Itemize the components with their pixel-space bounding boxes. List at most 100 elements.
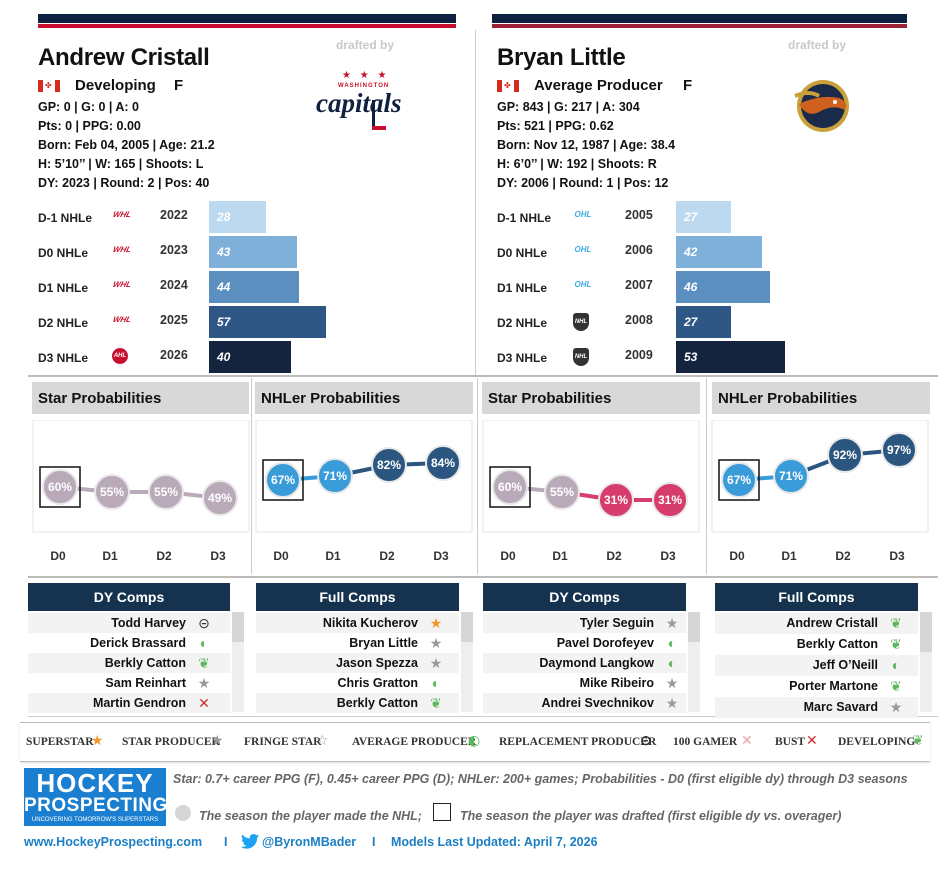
canada-flag-icon: ✤ <box>497 80 519 92</box>
team-logo: ★ ★ ★ WASHINGTON capitals <box>316 70 426 136</box>
probability-label: 67% <box>727 473 751 487</box>
comp-outcome-icon: ❦ <box>890 636 902 652</box>
comp-row[interactable] <box>256 673 459 693</box>
drafted-season-box <box>39 466 81 508</box>
comp-row[interactable] <box>715 655 918 676</box>
logo-line2: PROSPECTING <box>24 795 168 816</box>
comp-row[interactable] <box>715 613 918 634</box>
legend-item-label: REPLACEMENT PRODUCER <box>499 736 657 748</box>
comp-player-name: Todd Harvey <box>111 616 186 630</box>
comps-scrollbar-thumb[interactable] <box>461 612 473 642</box>
comp-row[interactable] <box>256 693 459 713</box>
nhle-year: 2006 <box>625 243 653 257</box>
probability-label: 55% <box>154 485 178 499</box>
header-stripe <box>492 14 907 28</box>
comp-row[interactable] <box>715 676 918 697</box>
probability-point <box>773 458 809 494</box>
nhle-bar: 28 <box>209 201 267 233</box>
comp-row[interactable] <box>483 693 686 713</box>
comp-row[interactable] <box>256 633 459 653</box>
probability-label: 31% <box>604 493 628 507</box>
nhle-row-label: D0 NHLe <box>497 246 548 260</box>
comp-row[interactable] <box>715 634 918 655</box>
stat-line: H: 6’0’’ | W: 192 | Shoots: R <box>497 157 657 171</box>
comp-row[interactable] <box>28 613 230 633</box>
x-axis-label: D2 <box>835 549 851 563</box>
whl-league-icon: WHL <box>111 280 133 289</box>
probability-label: 60% <box>48 480 72 494</box>
legend-item-icon: ☆ <box>316 733 329 749</box>
probability-point <box>721 462 757 498</box>
full-comps-header: Full Comps <box>256 583 459 611</box>
comp-row[interactable] <box>28 653 230 673</box>
x-axis-label: D1 <box>325 549 341 563</box>
comps-scrollbar-thumb[interactable] <box>920 612 932 652</box>
comp-row[interactable] <box>28 633 230 653</box>
probability-point <box>42 469 78 505</box>
comp-row[interactable] <box>28 673 230 693</box>
probability-label: 97% <box>887 443 911 457</box>
probability-point <box>827 437 863 473</box>
nhle-year: 2025 <box>160 313 188 327</box>
comp-row[interactable] <box>715 697 918 718</box>
probability-label: 49% <box>208 491 232 505</box>
comp-player-name: Mike Ribeiro <box>579 676 654 690</box>
nhle-row-label: D3 NHLe <box>38 351 89 365</box>
comp-row[interactable] <box>256 613 459 633</box>
comp-row[interactable] <box>256 653 459 673</box>
probability-point <box>202 480 238 516</box>
comp-outcome-icon: ⊝ <box>198 615 210 631</box>
footer-separator: I <box>372 835 376 849</box>
legend-item-icon: ❦ <box>912 733 924 749</box>
nhle-bar: 27 <box>676 306 732 338</box>
legend-item-label: STAR PRODUCER <box>122 736 220 748</box>
nhle-bar-value: 42 <box>684 245 698 259</box>
ahl-league-icon: AHL <box>112 348 128 364</box>
probability-point <box>544 474 580 510</box>
nhle-bar: 43 <box>209 236 298 268</box>
vertical-divider <box>706 378 707 574</box>
nhler-probabilities-title: NHLer Probabilities <box>712 382 930 414</box>
vertical-divider <box>477 378 478 574</box>
probability-point <box>652 482 688 518</box>
x-axis-label: D2 <box>379 549 395 563</box>
comp-row[interactable] <box>483 633 686 653</box>
probability-point <box>265 462 301 498</box>
nhle-bar: 57 <box>209 306 326 338</box>
comp-outcome-icon: ◐ <box>431 675 441 691</box>
comp-player-name: Derick Brassard <box>90 636 186 650</box>
player-name: Bryan Little <box>497 44 626 71</box>
comp-row[interactable] <box>483 673 686 693</box>
nhle-year: 2005 <box>625 208 653 222</box>
probability-label: 55% <box>550 485 574 499</box>
nhle-bar-value: 57 <box>217 315 231 329</box>
comp-player-name: Pavel Dorofeyev <box>556 636 654 650</box>
drafted-by-label: drafted by <box>336 38 395 52</box>
hockey-prospecting-logo[interactable]: HOCKEY PROSPECTING UNCOVERING TOMORROW'S… <box>24 768 168 826</box>
player-type: Average Producer <box>534 77 663 94</box>
nhl-season-marker-icon <box>175 805 191 821</box>
comps-scrollbar-thumb[interactable] <box>232 612 244 642</box>
comp-outcome-icon: ★ <box>429 655 443 671</box>
x-axis-label: D3 <box>210 549 226 563</box>
website-link[interactable]: www.HockeyProspecting.com <box>24 835 203 849</box>
comp-row[interactable] <box>483 653 686 673</box>
comp-player-name: Jeff O’Neill <box>812 658 878 672</box>
comp-outcome-icon: ✕ <box>198 695 210 711</box>
legend-item-label: AVERAGE PRODUCER <box>352 736 477 748</box>
player-card-2: Bryan Little drafted by ✤ Average Produc… <box>492 0 947 375</box>
nhle-row-label: D2 NHLe <box>38 316 89 330</box>
comp-row[interactable] <box>483 613 686 633</box>
player-type: Developing <box>75 77 156 94</box>
legend-item-icon: ★ <box>91 733 104 749</box>
stat-line: Pts: 0 | PPG: 0.00 <box>38 119 141 133</box>
twitter-handle[interactable]: @ByronMBader <box>262 835 357 849</box>
probability-label: 31% <box>658 493 682 507</box>
legend-item-label: SUPERSTAR <box>26 736 94 748</box>
probability-label: 67% <box>271 473 295 487</box>
comp-row[interactable] <box>28 693 230 713</box>
comps-scrollbar-thumb[interactable] <box>688 612 700 642</box>
nhle-row-label: D-1 NHLe <box>38 211 93 225</box>
legend-item-icon: ✕ <box>806 733 818 749</box>
x-axis-label: D0 <box>729 549 745 563</box>
